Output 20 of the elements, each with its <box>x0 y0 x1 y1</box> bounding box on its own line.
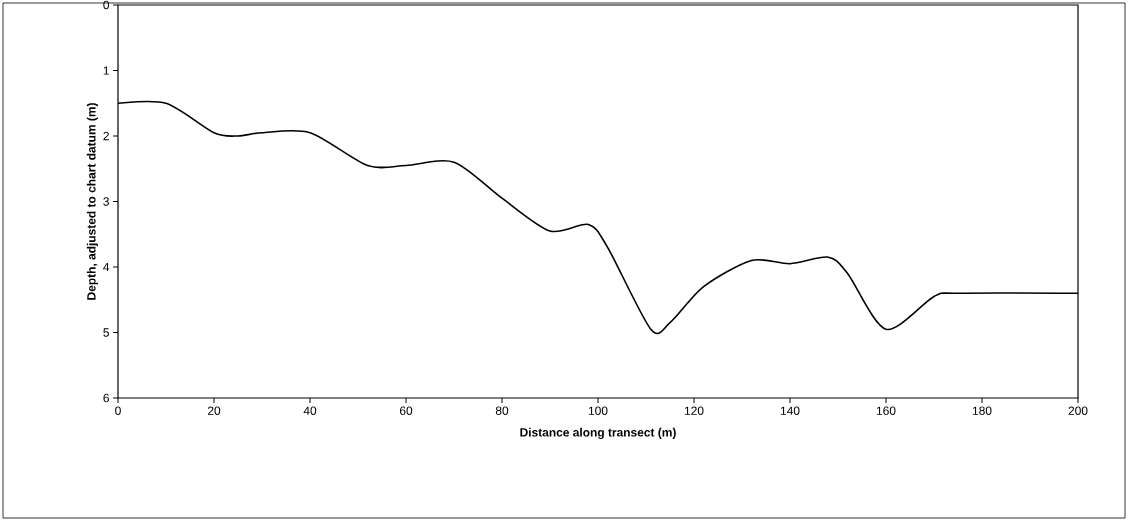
x-tick-label: 120 <box>684 406 704 415</box>
y-axis-title: Depth, adjusted to chart datum (m) <box>86 103 98 300</box>
x-tick-label: 0 <box>115 406 121 415</box>
y-tick-label: 1 <box>103 66 109 75</box>
y-tick-label: 0 <box>103 0 110 10</box>
x-tick-label: 80 <box>495 406 509 415</box>
x-tick-label: 160 <box>876 406 896 415</box>
x-tick-label: 40 <box>303 406 317 415</box>
y-tick-label: 2 <box>103 131 109 141</box>
x-tick-label: 200 <box>1068 406 1088 415</box>
x-tick-label: 60 <box>399 406 413 415</box>
y-tick-label: 4 <box>103 262 110 272</box>
y-tick-label: 5 <box>103 328 109 337</box>
x-tick-label: 100 <box>588 406 608 415</box>
y-tick-label: 6 <box>103 393 109 403</box>
x-tick-label: 180 <box>972 406 992 415</box>
x-tick-label: 140 <box>780 406 800 415</box>
y-tick-label: 3 <box>103 197 109 206</box>
x-axis-title: Distance along transect (m) <box>520 427 676 440</box>
x-tick-label: 20 <box>207 406 221 415</box>
